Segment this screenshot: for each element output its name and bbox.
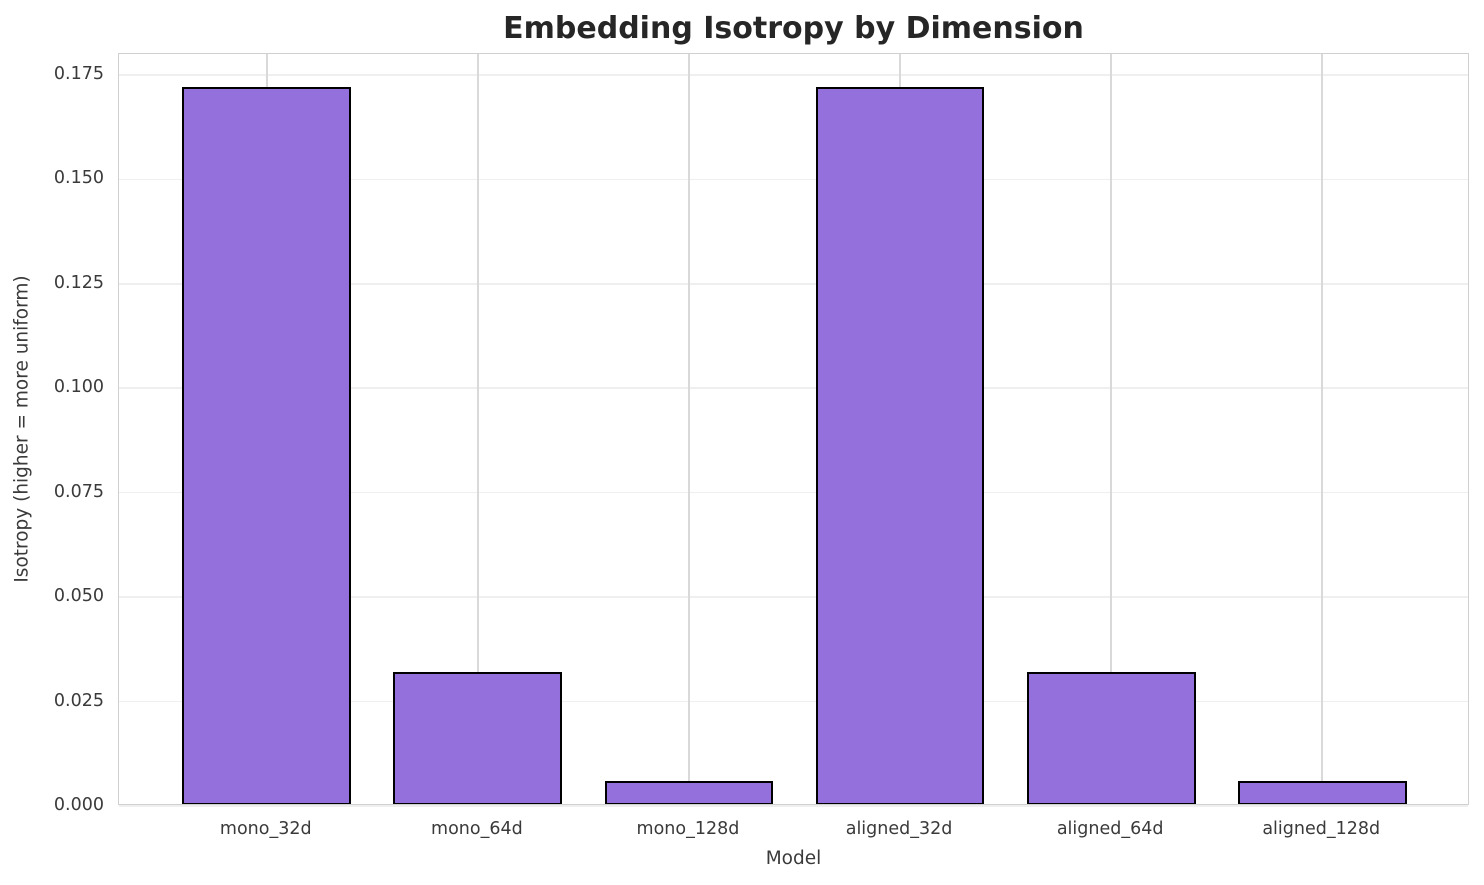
- y-tick-label: 0.175: [53, 63, 104, 84]
- y-axis-label: Isotropy (higher = more uniform): [11, 275, 33, 583]
- bar-aligned_64d: [1026, 671, 1196, 804]
- y-tick-label: 0.025: [53, 690, 104, 711]
- bar-aligned_32d: [815, 87, 985, 804]
- chart-title: Embedding Isotropy by Dimension: [503, 11, 1084, 46]
- h-gridline: [119, 596, 1468, 598]
- plot-area: [118, 53, 1469, 807]
- bar-aligned_128d: [1237, 781, 1407, 804]
- y-tick-label: 0.075: [53, 481, 104, 502]
- h-gridline: [119, 178, 1468, 181]
- v-gridline: [688, 54, 690, 804]
- bar-mono_32d: [182, 87, 352, 804]
- y-tick-label: 0.125: [53, 272, 104, 293]
- x-tick-label-mono_128d: mono_128d: [636, 819, 740, 839]
- y-tick-label: 0.100: [53, 377, 104, 398]
- bar-mono_128d: [604, 781, 774, 804]
- bar-mono_64d: [393, 671, 563, 804]
- x-tick-label-mono_32d: mono_32d: [219, 819, 312, 839]
- h-gridline: [119, 387, 1468, 389]
- x-tick-label-aligned_32d: aligned_32d: [845, 819, 953, 839]
- h-gridline: [119, 700, 1468, 703]
- y-tick-label: 0.000: [53, 795, 104, 815]
- y-tick-label: 0.050: [53, 586, 104, 607]
- v-gridline: [1110, 54, 1112, 804]
- x-tick-label-mono_64d: mono_64d: [431, 819, 523, 839]
- h-gridline: [119, 283, 1468, 285]
- h-gridline: [119, 805, 1468, 807]
- x-axis-label: Model: [765, 848, 822, 869]
- v-gridline: [1321, 54, 1323, 804]
- h-gridline: [119, 74, 1468, 76]
- x-tick-label-aligned_128d: aligned_128d: [1262, 819, 1381, 839]
- v-gridline: [477, 54, 479, 804]
- x-tick-label-aligned_64d: aligned_64d: [1056, 819, 1164, 839]
- h-gridline: [119, 491, 1468, 494]
- y-tick-label: 0.150: [53, 168, 104, 189]
